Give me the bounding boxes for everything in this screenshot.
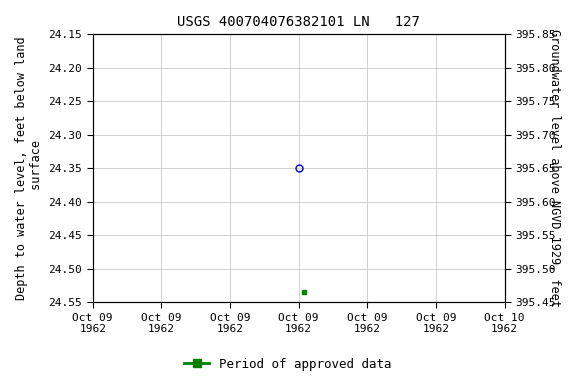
Y-axis label: Groundwater level above NGVD 1929, feet: Groundwater level above NGVD 1929, feet [548,30,561,307]
Y-axis label: Depth to water level, feet below land
 surface: Depth to water level, feet below land su… [15,36,43,300]
Legend: Period of approved data: Period of approved data [179,353,397,376]
Title: USGS 400704076382101 LN   127: USGS 400704076382101 LN 127 [177,15,420,29]
